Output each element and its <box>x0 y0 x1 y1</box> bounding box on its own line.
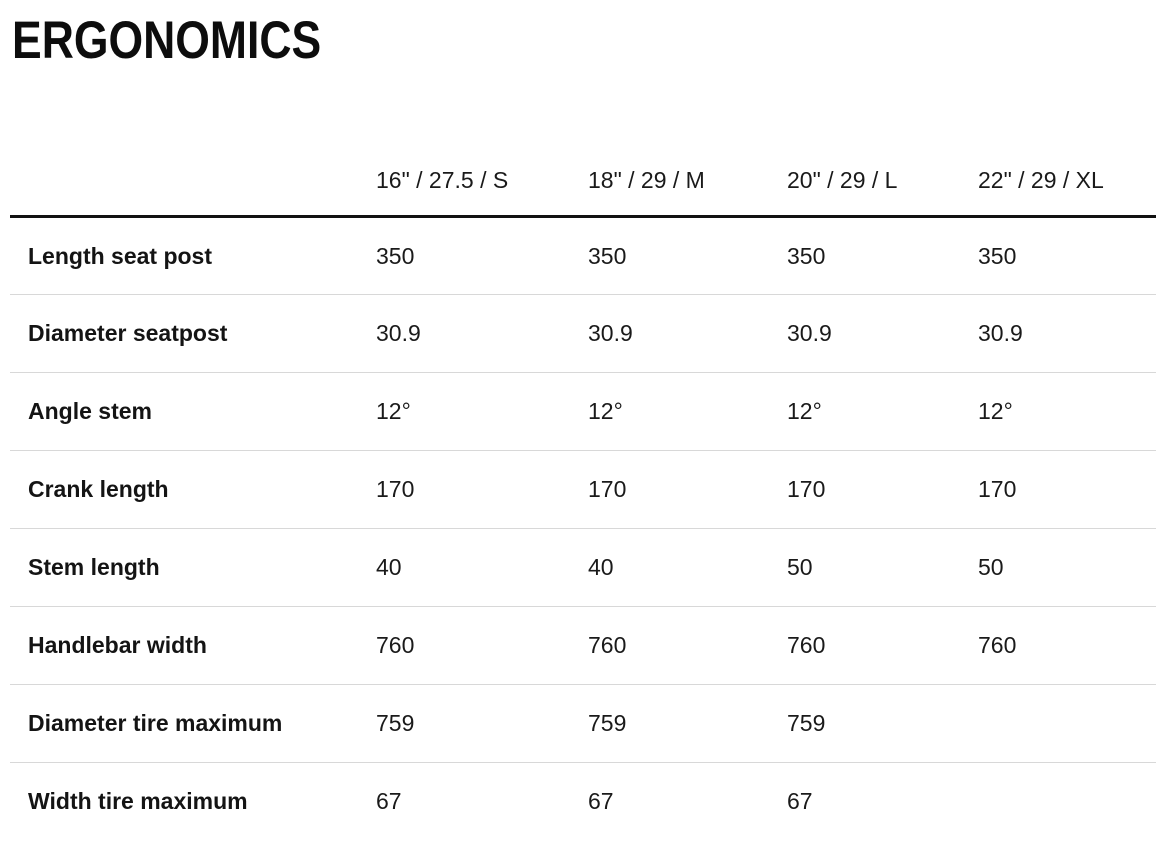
row-label: Width tire maximum <box>28 788 248 815</box>
page-title: ERGONOMICS <box>12 11 322 70</box>
table-row: Angle stem 12° 12° 12° 12° <box>10 372 1156 451</box>
cell-value: 760 <box>978 606 1156 685</box>
cell-value: 30.9 <box>588 294 787 373</box>
cell-value: 40 <box>588 528 787 607</box>
table-row: Length seat post 350 350 350 350 <box>10 216 1156 295</box>
cell-value: 40 <box>376 528 588 607</box>
cell-value: 50 <box>787 528 978 607</box>
cell-value: 350 <box>588 216 787 295</box>
size-column-header: 20" / 29 / L <box>787 67 978 218</box>
cell-value: 170 <box>376 450 588 529</box>
table-row: Diameter seatpost 30.9 30.9 30.9 30.9 <box>10 294 1156 373</box>
cell-value: 759 <box>376 684 588 763</box>
cell-value: 67 <box>376 788 402 815</box>
cell-value: 12° <box>978 372 1156 451</box>
cell-value: 350 <box>376 216 588 295</box>
size-column-header: 16" / 27.5 / S <box>376 67 588 218</box>
cell-value: 12° <box>787 372 978 451</box>
cell-value: 760 <box>787 606 978 685</box>
cell-value: 12° <box>588 372 787 451</box>
row-label: Diameter tire maximum <box>10 684 376 763</box>
ergonomics-spec-table: 16" / 27.5 / S 18" / 29 / M 20" / 29 / L 22… <box>10 67 1156 841</box>
table-row: Width tire maximum 67 67 67 <box>10 763 1156 841</box>
cell-value: 30.9 <box>978 294 1156 373</box>
cell-value: 50 <box>978 528 1156 607</box>
row-label: Handlebar width <box>10 606 376 685</box>
table-row: Crank length 170 170 170 170 <box>10 450 1156 529</box>
cell-value: 170 <box>588 450 787 529</box>
cell-value: 170 <box>978 450 1156 529</box>
size-header-row: 16" / 27.5 / S 18" / 29 / M 20" / 29 / L 22… <box>10 67 1156 218</box>
table-row: Handlebar width 760 760 760 760 <box>10 606 1156 685</box>
cell-value: 67 <box>787 788 813 815</box>
row-label: Stem length <box>10 528 376 607</box>
corner-cell <box>10 67 376 218</box>
cell-value <box>978 684 1156 763</box>
row-label: Length seat post <box>10 216 376 295</box>
row-label: Angle stem <box>10 372 376 451</box>
cell-value: 350 <box>787 216 978 295</box>
cell-value: 67 <box>588 788 614 815</box>
table-row: Stem length 40 40 50 50 <box>10 528 1156 607</box>
row-label: Diameter seatpost <box>10 294 376 373</box>
cell-value: 760 <box>376 606 588 685</box>
cell-value <box>978 763 1156 841</box>
cell-value: 759 <box>588 684 787 763</box>
cell-value: 759 <box>787 684 978 763</box>
cell-value: 30.9 <box>376 294 588 373</box>
cell-value: 350 <box>978 216 1156 295</box>
cell-value: 760 <box>588 606 787 685</box>
size-column-header: 22" / 29 / XL <box>978 67 1156 218</box>
size-column-header: 18" / 29 / M <box>588 67 787 218</box>
row-label: Crank length <box>10 450 376 529</box>
spec-table-body: Length seat post 350 350 350 350 Diameter sea… <box>10 216 1156 841</box>
cell-value: 30.9 <box>787 294 978 373</box>
cell-value: 170 <box>787 450 978 529</box>
cell-value: 12° <box>376 372 588 451</box>
table-row: Diameter tire maximum 759 759 759 <box>10 684 1156 763</box>
